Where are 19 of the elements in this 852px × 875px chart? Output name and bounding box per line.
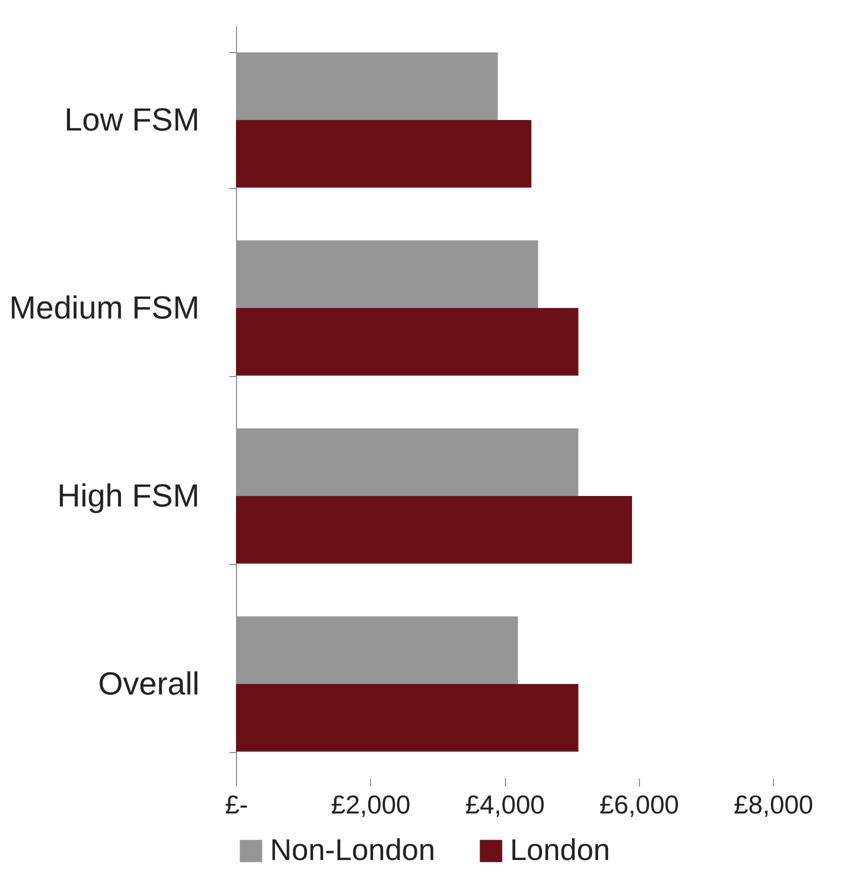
bar — [236, 308, 578, 376]
bar — [236, 428, 578, 496]
bar — [236, 120, 532, 188]
legend-label: Non-London — [270, 834, 436, 867]
legend-label: London — [510, 834, 610, 867]
x-tick-label: £2,000 — [330, 790, 411, 820]
x-tick-label: £8,000 — [734, 790, 814, 820]
y-tick-label: Medium FSM — [9, 290, 200, 326]
x-tick-label: £6,000 — [599, 790, 680, 820]
x-tick-label: £- — [224, 790, 248, 820]
bar — [236, 496, 632, 564]
bar — [236, 616, 518, 684]
bar — [236, 240, 538, 308]
y-tick-label: Low FSM — [64, 102, 200, 138]
bar — [236, 52, 498, 120]
y-tick-label: Overall — [98, 666, 200, 702]
y-tick-label: High FSM — [57, 478, 200, 514]
x-tick-label: £4,000 — [465, 790, 545, 820]
bar — [236, 684, 578, 752]
